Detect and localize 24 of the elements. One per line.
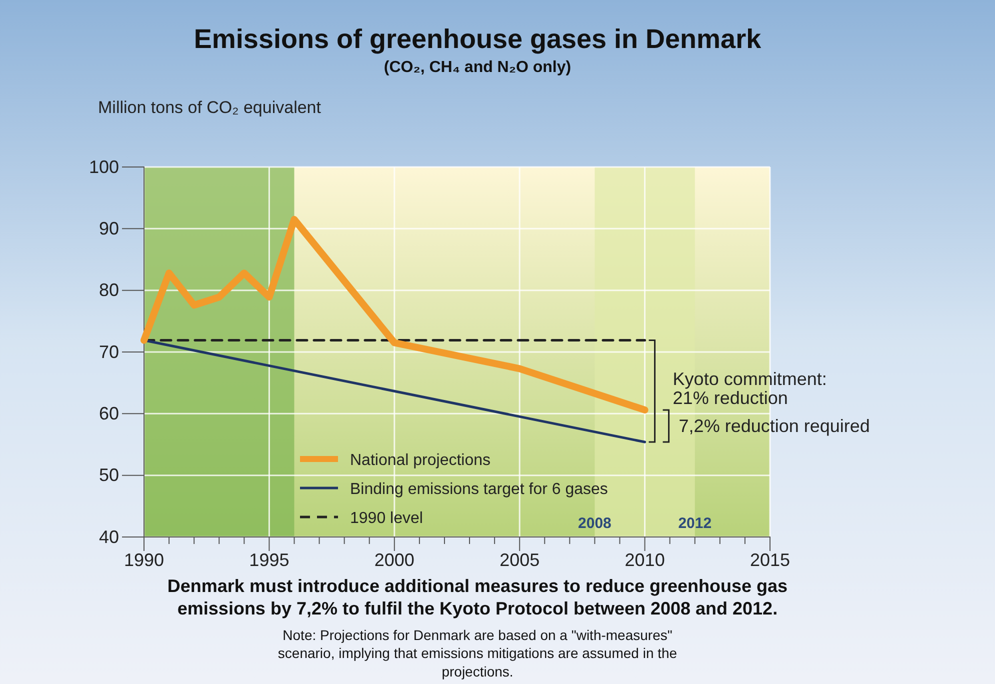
- y-tick-label: 40: [98, 526, 119, 547]
- chart-title: Emissions of greenhouse gases in Denmark: [194, 24, 762, 54]
- y-tick-label: 50: [98, 465, 119, 486]
- chart-subtitle: (CO₂, CH₄ and N₂O only): [384, 59, 572, 76]
- x-tick-label: 1990: [124, 550, 164, 570]
- y-tick-label: 80: [98, 280, 119, 300]
- annotation: Kyoto commitment: 21% reduction: [672, 369, 827, 408]
- y-tick-label: 60: [98, 403, 119, 424]
- x-tick-label: 2010: [624, 550, 665, 570]
- y-tick-label: 70: [98, 342, 119, 362]
- y-axis-title: Million tons of CO₂ equivalent: [98, 98, 322, 117]
- annotation: 7,2% reduction required: [678, 416, 870, 436]
- y-tick-label: 100: [88, 156, 119, 177]
- y-tick-label: 90: [98, 218, 119, 238]
- x-tick-label: 2000: [374, 550, 414, 570]
- x-tick-label: 1995: [249, 550, 290, 570]
- text: Note: Projections for Denmark are based on a "with-measures" scenario, implying that emissions mitigations are assumed in the projections.: [278, 627, 678, 680]
- annotation: 2008: [578, 514, 612, 532]
- x-tick-label: 2015: [750, 550, 790, 570]
- legend-label: National projections: [350, 452, 491, 469]
- legend-label: Binding emissions target for 6 gases: [350, 481, 608, 498]
- annotation: 2012: [678, 514, 712, 532]
- text: Denmark must introduce additional measures to reduce greenhouse gas emissions by 7,2% to fulfil the Kyoto Protocol between 2008 and 2012.: [167, 576, 788, 618]
- x-tick-label: 2005: [500, 550, 540, 570]
